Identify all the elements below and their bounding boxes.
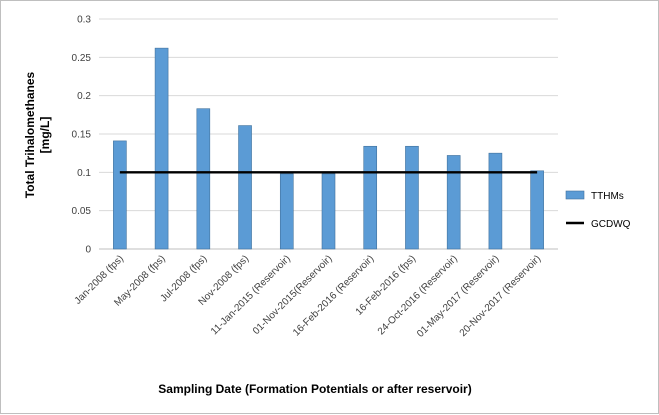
legend-label-gcdwq: GCDWQ [591, 219, 631, 230]
x-tick-label-6: 16-Feb-2016 (Reservoir) [291, 253, 376, 338]
legend-label-tthms: TTHMs [591, 191, 624, 202]
x-tick-label-5: 01-Nov-2015(Reservoir) [251, 253, 335, 337]
bar-0 [113, 140, 127, 250]
y-tick-label-3: 0.15 [72, 130, 92, 141]
bar-5 [321, 173, 336, 250]
legend: TTHMs GCDWQ [565, 190, 631, 230]
bar-1 [154, 47, 169, 250]
bar-9 [488, 152, 503, 250]
x-tick-label-8: 24-Oct-2016 (Reservoir) [376, 253, 460, 337]
x-tick-label-4: 11-Jan-2015 (Reservoir) [209, 253, 293, 337]
y-tick-label-6: 0.3 [77, 15, 91, 26]
y-axis-title-line2: [mg/L] [38, 117, 52, 154]
legend-swatch-tthms [565, 190, 585, 200]
x-tick-label-9: 01-May-2017 (Reservoir) [415, 253, 501, 339]
bar-6 [363, 145, 378, 250]
bar-8 [446, 155, 461, 250]
x-tick-label-10: 20-Nov-2017 (Reservoir) [458, 253, 544, 339]
y-tick-label-5: 0.25 [72, 53, 92, 64]
y-tick-labels: 0 0.05 0.1 0.15 0.2 0.25 0.3 [72, 15, 92, 256]
bar-2 [196, 108, 211, 250]
bar-3 [238, 125, 252, 250]
y-tick-label-2: 0.1 [77, 168, 91, 179]
bar-10 [530, 170, 544, 250]
x-axis-title: Sampling Date (Formation Potentials or a… [158, 382, 471, 396]
bar-4 [279, 173, 294, 250]
y-tick-label-0: 0 [85, 245, 91, 256]
y-axis-title-line1: Total Trihalomethanes [23, 71, 37, 198]
y-tick-label-1: 0.05 [72, 206, 92, 217]
x-tick-labels: Jan-2008 (fps)May-2008 (fps)Jul-2008 (fp… [73, 253, 544, 339]
y-tick-label-4: 0.2 [77, 91, 91, 102]
bar-series-tthms [113, 47, 544, 250]
bar-7 [405, 145, 419, 250]
